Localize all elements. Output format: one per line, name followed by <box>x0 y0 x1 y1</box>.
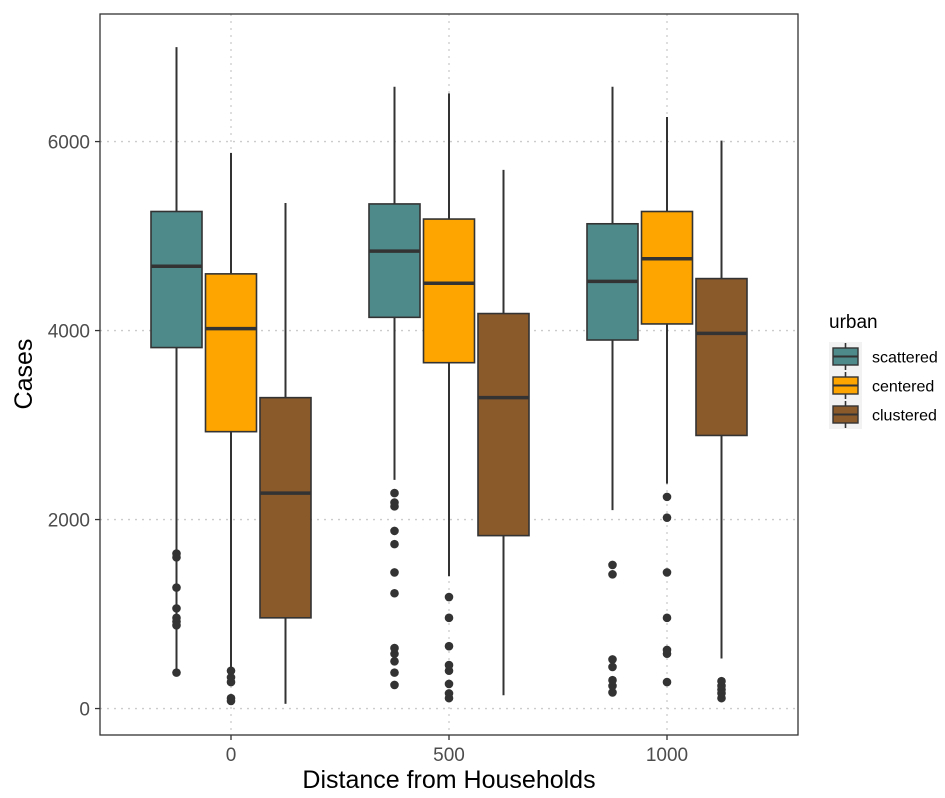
axes-layer: 0 2000 4000 6000 0 500 1000 <box>48 133 688 766</box>
outlier-point <box>444 592 454 602</box>
outlier-point <box>390 498 399 507</box>
outlier-point <box>608 560 617 570</box>
outlier-point <box>608 688 617 697</box>
y-tick-label: 4000 <box>48 322 90 343</box>
outlier-point <box>172 604 181 613</box>
outlier-point <box>226 673 236 682</box>
box-rect <box>368 203 421 319</box>
legend-label-centered: centered <box>872 379 934 396</box>
outlier-point <box>662 645 672 655</box>
box-rect <box>477 312 530 537</box>
boxes-layer <box>150 47 748 706</box>
outlier-point <box>172 613 181 623</box>
y-axis-title: Cases <box>10 339 38 410</box>
box-rect <box>640 210 694 325</box>
outlier-point <box>662 513 672 522</box>
x-tick-label: 1000 <box>646 745 688 766</box>
box-rect <box>204 273 258 433</box>
outlier-point <box>662 492 672 502</box>
x-axis-title: Distance from Households <box>302 766 595 793</box>
outlier-point <box>172 583 181 592</box>
outlier-point <box>172 668 181 677</box>
box-rect <box>150 210 203 349</box>
box-scattered-500 <box>368 86 421 690</box>
outlier-point <box>444 613 454 623</box>
y-tick-label: 0 <box>79 700 90 721</box>
box-centered-500 <box>422 93 476 703</box>
outlier-point <box>608 570 617 579</box>
box-rect <box>422 218 476 364</box>
outlier-point <box>662 677 672 687</box>
y-tick-label: 6000 <box>48 133 90 154</box>
legend-key-clustered <box>829 400 862 429</box>
outlier-point <box>390 488 399 498</box>
outlier-point <box>390 668 399 677</box>
outlier-point <box>226 666 236 676</box>
outlier-point <box>444 689 454 698</box>
outlier-point <box>608 675 617 685</box>
x-tick-label: 500 <box>433 745 465 766</box>
legend-label-scattered: scattered <box>872 350 938 367</box>
box-centered-0 <box>204 152 258 706</box>
legend: urban scattered centered clustered <box>829 312 938 429</box>
outlier-point <box>390 526 399 536</box>
outlier-point <box>390 539 399 549</box>
outlier-point <box>608 655 617 664</box>
outlier-point <box>390 680 399 690</box>
box-clustered-1000 <box>695 140 748 703</box>
outlier-point <box>226 693 236 703</box>
box-rect <box>695 277 748 437</box>
box-rect <box>259 396 312 619</box>
outlier-point <box>444 641 454 651</box>
legend-title: urban <box>829 312 878 333</box>
x-tick-label: 0 <box>226 745 237 766</box>
outlier-point <box>390 568 399 577</box>
y-tick-label: 2000 <box>48 511 90 532</box>
outlier-point <box>172 549 181 558</box>
legend-key-centered <box>829 371 862 400</box>
legend-key-scattered <box>829 342 862 371</box>
outlier-point <box>608 662 617 672</box>
box-scattered-1000 <box>586 86 639 697</box>
outlier-point <box>390 643 399 653</box>
outlier-point <box>662 613 672 623</box>
box-clustered-0 <box>259 202 312 704</box>
outlier-point <box>390 588 399 598</box>
outlier-point <box>662 568 672 577</box>
outlier-point <box>717 676 726 686</box>
box-centered-1000 <box>640 117 694 687</box>
outlier-point <box>390 656 399 666</box>
box-clustered-500 <box>477 169 530 696</box>
outlier-point <box>444 679 454 689</box>
outlier-point <box>444 660 454 670</box>
box-scattered-0 <box>150 47 203 677</box>
legend-label-clustered: clustered <box>872 408 937 425</box>
